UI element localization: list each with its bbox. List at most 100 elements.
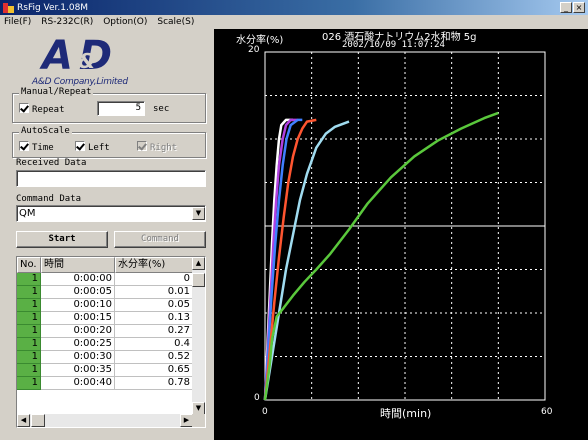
y-axis-label: 水分率(%): [236, 35, 284, 46]
manual-repeat-group: Manual/Repeat Repeat 5 sec: [12, 87, 206, 123]
row-time: 0:00:10: [41, 299, 115, 312]
interval-unit: sec: [153, 104, 170, 114]
right-label: Right: [150, 143, 178, 153]
right-checkbox: [137, 141, 147, 151]
series-line-6: [263, 111, 499, 401]
row-time: 0:00:30: [41, 351, 115, 364]
row-moisture: 0.78: [115, 377, 193, 390]
data-table: No. 時間 水分率(%) 1 0:00:00 0 1 0:00:05 0.01 1 0:00…: [16, 256, 206, 428]
menu-bar: File(F) RS-232C(R) Option(O) Scale(S): [0, 15, 588, 29]
table-row[interactable]: 1 0:00:25 0.4: [17, 338, 193, 351]
table-row[interactable]: 1 0:00:35 0.65: [17, 364, 193, 377]
autoscale-group: AutoScale Time Left Right: [12, 126, 206, 158]
repeat-interval-input[interactable]: 5: [97, 101, 145, 116]
chart-subtitle: 2002/10/09 11:07:24: [342, 40, 445, 50]
company-logo: A D & A&D Company,Limited: [20, 35, 170, 87]
y-tick-min: 0: [254, 393, 260, 403]
repeat-checkbox[interactable]: [19, 103, 29, 113]
x-axis-label: 時間(min): [380, 407, 432, 420]
moisture-chart: 026 酒石酸ナトリウム2水和物 5g 2002/10/09 11:07:24 …: [214, 29, 588, 440]
left-checkbox[interactable]: [75, 141, 85, 151]
menu-file[interactable]: File(F): [4, 17, 32, 27]
menu-scale[interactable]: Scale(S): [157, 17, 195, 27]
received-data-field[interactable]: [16, 170, 206, 187]
left-label: Left: [88, 143, 110, 153]
scroll-corner: [192, 414, 205, 427]
time-checkbox[interactable]: [19, 141, 29, 151]
row-no: 1: [17, 273, 41, 286]
command-data-select[interactable]: QM ▼: [16, 205, 206, 222]
row-moisture: 0.27: [115, 325, 193, 338]
row-no: 1: [17, 286, 41, 299]
series-line-5: [263, 120, 350, 401]
row-no: 1: [17, 351, 41, 364]
row-moisture: 0.05: [115, 299, 193, 312]
table-row[interactable]: 1 0:00:30 0.52: [17, 351, 193, 364]
table-header: No. 時間 水分率(%): [17, 257, 193, 273]
scroll-up-icon[interactable]: ▲: [192, 257, 205, 270]
series-line-4: [263, 118, 317, 401]
table-row[interactable]: 1 0:00:20 0.27: [17, 325, 193, 338]
logo-company-name: A&D Company,Limited: [32, 77, 128, 87]
row-no: 1: [17, 377, 41, 390]
menu-rs232c[interactable]: RS-232C(R): [41, 17, 94, 27]
col-time: 時間: [41, 257, 115, 273]
row-time: 0:00:20: [41, 325, 115, 338]
row-no: 1: [17, 299, 41, 312]
autoscale-legend: AutoScale: [19, 126, 72, 136]
menu-option[interactable]: Option(O): [103, 17, 148, 27]
y-tick-max: 20: [248, 45, 260, 55]
minimize-button[interactable]: _: [560, 2, 572, 13]
command-data-value: QM: [19, 208, 36, 219]
row-moisture: 0: [115, 273, 193, 286]
row-time: 0:00:05: [41, 286, 115, 299]
row-no: 1: [17, 338, 41, 351]
close-button[interactable]: ×: [573, 2, 585, 13]
x-tick-max: 60: [541, 407, 553, 417]
row-no: 1: [17, 364, 41, 377]
table-row[interactable]: 1 0:00:00 0: [17, 273, 193, 286]
chart-canvas: [263, 51, 546, 401]
row-moisture: 0.4: [115, 338, 193, 351]
scroll-left-icon[interactable]: ◀: [17, 414, 30, 427]
command-data-label: Command Data: [16, 194, 82, 204]
row-no: 1: [17, 312, 41, 325]
chevron-down-icon[interactable]: ▼: [192, 207, 205, 220]
row-time: 0:00:40: [41, 377, 115, 390]
repeat-label: Repeat: [32, 105, 65, 115]
chart-title: 026 酒石酸ナトリウム2水和物 5g: [322, 32, 477, 43]
table-row[interactable]: 1 0:00:05 0.01: [17, 286, 193, 299]
app-icon: [3, 2, 14, 13]
table-body: 1 0:00:00 0 1 0:00:05 0.01 1 0:00:10 0.05 1 0:00:1…: [17, 273, 193, 390]
row-time: 0:00:25: [41, 338, 115, 351]
manual-repeat-legend: Manual/Repeat: [19, 87, 94, 97]
logo-mark: A D: [42, 33, 112, 79]
table-row[interactable]: 1 0:00:10 0.05: [17, 299, 193, 312]
command-button: Command: [114, 231, 206, 248]
horizontal-scrollbar[interactable]: ◀ ▶: [17, 414, 193, 427]
received-data-label: Received Data: [16, 158, 87, 168]
time-label: Time: [32, 143, 54, 153]
start-button[interactable]: Start: [16, 231, 108, 248]
row-moisture: 0.52: [115, 351, 193, 364]
col-moisture: 水分率(%): [115, 257, 193, 273]
row-time: 0:00:00: [41, 273, 115, 286]
row-time: 0:00:35: [41, 364, 115, 377]
row-moisture: 0.01: [115, 286, 193, 299]
row-moisture: 0.65: [115, 364, 193, 377]
window-title: RsFig Ver.1.08M: [17, 2, 89, 13]
logo-amp: &: [78, 49, 96, 73]
row-no: 1: [17, 325, 41, 338]
control-panel: A D & A&D Company,Limited Manual/Repeat …: [0, 29, 214, 440]
table-row[interactable]: 1 0:00:40 0.78: [17, 377, 193, 390]
table-row[interactable]: 1 0:00:15 0.13: [17, 312, 193, 325]
hscroll-thumb[interactable]: [31, 414, 45, 427]
scroll-thumb[interactable]: [192, 273, 205, 287]
title-bar: RsFig Ver.1.08M _ ×: [0, 0, 588, 15]
series-line-3: [263, 118, 303, 401]
x-tick-min: 0: [262, 407, 268, 417]
row-time: 0:00:15: [41, 312, 115, 325]
col-no: No.: [17, 257, 41, 273]
vertical-scrollbar[interactable]: ▲ ▼: [192, 257, 205, 415]
row-moisture: 0.13: [115, 312, 193, 325]
